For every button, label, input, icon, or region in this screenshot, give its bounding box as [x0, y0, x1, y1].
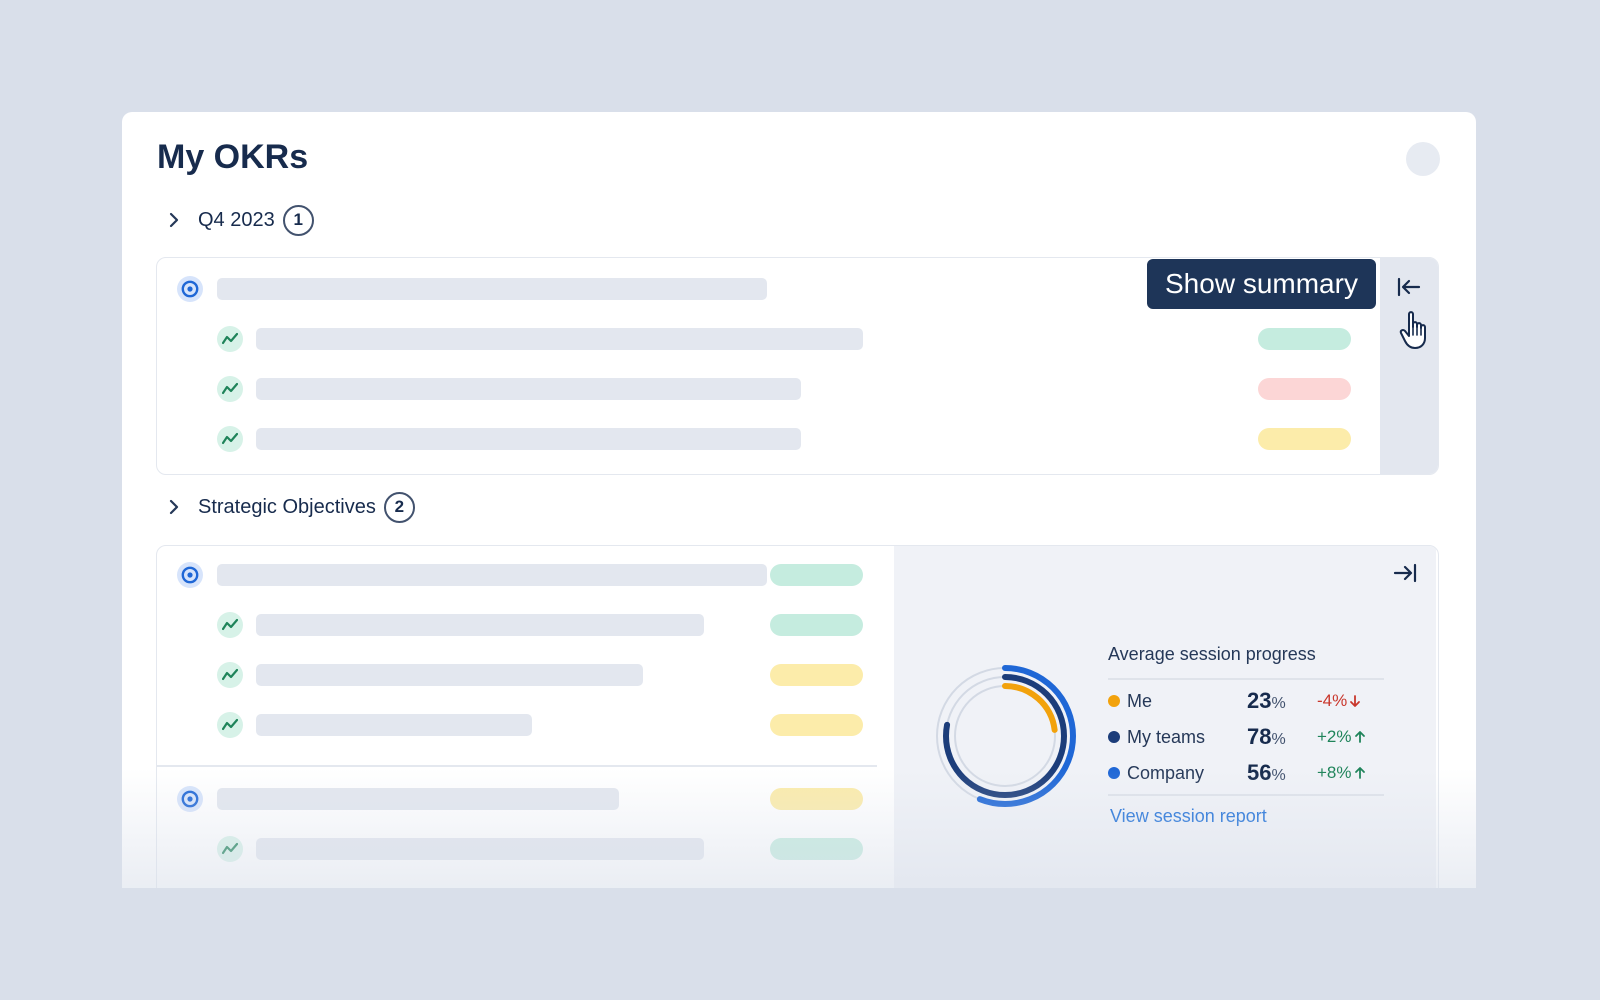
objective-divider: [157, 765, 877, 767]
chevron-right-icon: [169, 212, 179, 228]
legend-delta: -4%: [1317, 691, 1361, 711]
view-session-report-link[interactable]: View session report: [1110, 806, 1267, 826]
progress-donut-chart: [934, 665, 1076, 807]
objective-title-placeholder[interactable]: [217, 278, 767, 300]
page-title: My OKRs: [157, 138, 309, 176]
status-pill-on-track: [770, 838, 863, 860]
status-pill-on-track: [770, 564, 863, 586]
legend-delta: +2%: [1317, 727, 1366, 747]
arrow-up-icon: [1354, 767, 1365, 779]
objective-target-icon[interactable]: [177, 276, 203, 302]
ring-me: [952, 683, 1058, 789]
legend-value: 23%: [1247, 688, 1286, 713]
legend-dot: [1108, 767, 1120, 779]
legend-name: Me: [1127, 690, 1153, 711]
summary-row-me: Me 23% -4%: [1108, 686, 1384, 716]
status-pill-at-risk: [770, 664, 863, 686]
summary-divider-bottom: [1108, 794, 1384, 796]
key-result-placeholder[interactable]: [256, 664, 643, 686]
expand-summary-button[interactable]: [1392, 270, 1426, 304]
objective-title-placeholder[interactable]: [217, 788, 619, 810]
chevron-right-icon: [169, 499, 179, 515]
status-pill-at-risk: [770, 714, 863, 736]
key-result-trend-icon: [217, 712, 243, 738]
status-pill-on-track: [1258, 328, 1351, 350]
collapse-summary-button[interactable]: [1388, 556, 1422, 590]
key-result-placeholder[interactable]: [256, 614, 704, 636]
avatar[interactable]: [1406, 142, 1440, 176]
status-pill-off-track: [1258, 378, 1351, 400]
objective-panel-strategic: Average session progress Me 23% -4% My t…: [156, 545, 1439, 888]
objective-target-icon[interactable]: [177, 786, 203, 812]
key-result-trend-icon: [217, 612, 243, 638]
status-pill-on-track: [770, 614, 863, 636]
legend-name: My teams: [1127, 726, 1206, 747]
summary-row-company: Company 56% +8%: [1108, 758, 1384, 788]
arrow-up-icon: [1354, 731, 1365, 743]
session-summary-panel: Average session progress Me 23% -4% My t…: [894, 546, 1436, 888]
hand-cursor-icon: [1399, 311, 1426, 349]
count-badge: 2: [383, 491, 415, 523]
summary-title: Average session progress: [1108, 644, 1316, 664]
legend-delta: +8%: [1317, 763, 1366, 783]
key-result-trend-icon: [217, 326, 243, 352]
count-badge: 1: [282, 204, 314, 236]
summary-divider-top: [1108, 678, 1384, 680]
legend-dot: [1108, 695, 1120, 707]
legend-value: 56%: [1247, 760, 1286, 785]
status-pill-at-risk: [1258, 428, 1351, 450]
key-result-trend-icon: [217, 426, 243, 452]
key-result-placeholder[interactable]: [256, 428, 801, 450]
status-pill-at-risk: [770, 788, 863, 810]
key-result-placeholder[interactable]: [256, 328, 863, 350]
key-result-trend-icon: [217, 836, 243, 862]
section-header-q4-2023[interactable]: Q4 2023 1: [164, 204, 314, 236]
key-result-trend-icon: [217, 376, 243, 402]
okr-card: My OKRs Q4 2023 1: [122, 112, 1476, 888]
key-result-trend-icon: [217, 662, 243, 688]
objective-title-placeholder[interactable]: [217, 564, 767, 586]
summary-collapse-strip: [1380, 258, 1438, 474]
objective-target-icon[interactable]: [177, 562, 203, 588]
key-result-placeholder[interactable]: [256, 714, 532, 736]
section-label: Strategic Objectives: [198, 495, 376, 518]
arrow-left-to-bar-icon: [1397, 277, 1421, 297]
summary-row-my-teams: My teams 78% +2%: [1108, 722, 1384, 752]
legend-dot: [1108, 731, 1120, 743]
arrow-right-to-bar-icon: [1393, 563, 1417, 583]
arrow-down-icon: [1350, 695, 1361, 707]
key-result-placeholder[interactable]: [256, 378, 801, 400]
section-header-strategic-objectives[interactable]: Strategic Objectives 2: [164, 491, 415, 523]
legend-name: Company: [1127, 762, 1205, 783]
show-summary-tooltip: Show summary: [1147, 259, 1376, 309]
legend-value: 78%: [1247, 724, 1286, 749]
key-result-placeholder[interactable]: [256, 838, 704, 860]
section-label: Q4 2023: [198, 208, 275, 231]
